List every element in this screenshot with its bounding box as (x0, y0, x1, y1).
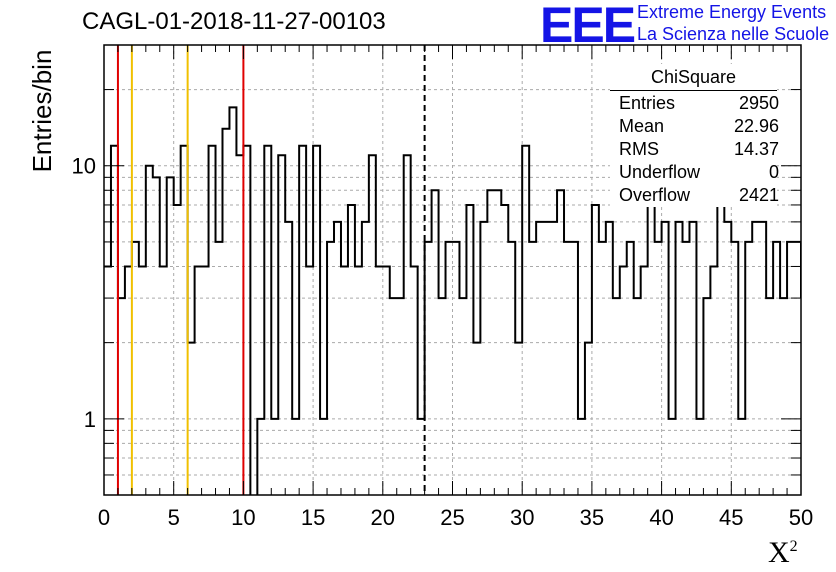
stats-row-underflow: Underflow 0 (619, 162, 779, 184)
stats-value: 14.37 (733, 139, 779, 159)
x-tick-label: 45 (719, 505, 743, 530)
grid (104, 45, 801, 495)
stats-row-overflow: Overflow 2421 (619, 185, 779, 207)
stats-title: ChiSquare (650, 67, 737, 87)
stats-label: Overflow (619, 185, 691, 205)
stats-value: 2421 (738, 185, 779, 205)
stats-row-mean: Mean 22.96 (619, 116, 779, 138)
stats-value: 0 (768, 162, 779, 182)
stats-row-entries: Entries 2950 (619, 93, 779, 115)
chart-title: CAGL-01-2018-11-27-00103 (82, 8, 386, 35)
reference-lines (116, 45, 426, 495)
stats-value: 2950 (738, 93, 779, 113)
axis-ticks (103, 45, 802, 495)
x-tick-label: 15 (301, 505, 325, 530)
stats-label: RMS (619, 139, 659, 159)
stats-divider (610, 90, 777, 91)
x-tick-label: 10 (231, 505, 255, 530)
y-tick-label: 1 (84, 407, 96, 432)
y-axis-label: Entries/bin (27, 49, 57, 173)
stats-label: Underflow (619, 162, 701, 182)
x-tick-label: 50 (789, 505, 813, 530)
x-axis-label-base: X (768, 536, 790, 569)
stats-row-rms: RMS 14.37 (619, 139, 779, 161)
x-tick-label: 40 (649, 505, 673, 530)
y-tick-label: 10 (72, 154, 96, 179)
x-tick-label: 5 (168, 505, 180, 530)
logo-line-1: Extreme Energy Events (637, 2, 827, 22)
stats-label: Entries (619, 93, 676, 113)
x-tick-label: 25 (440, 505, 464, 530)
stats-label: Mean (619, 116, 665, 136)
stats-value: 22.96 (733, 116, 779, 136)
histogram-series (104, 106, 801, 495)
x-axis-label-superscript: 2 (789, 538, 798, 555)
x-axis-label: X2 (768, 536, 798, 570)
x-tick-label: 30 (510, 505, 534, 530)
x-tick-label: 20 (371, 505, 395, 530)
stats-box: ChiSquare Entries 2950 Mean 22.96 RMS 14… (610, 64, 779, 207)
x-tick-label: 0 (98, 505, 110, 530)
tick-labels: 0 5 10 15 20 25 30 35 40 45 50 1 10 (72, 154, 814, 530)
histogram-line (104, 106, 801, 495)
x-tick-label: 35 (580, 505, 604, 530)
logo-line-2: La Scienza nelle Scuole (637, 24, 830, 44)
eee-logo: EEE (540, 0, 636, 53)
